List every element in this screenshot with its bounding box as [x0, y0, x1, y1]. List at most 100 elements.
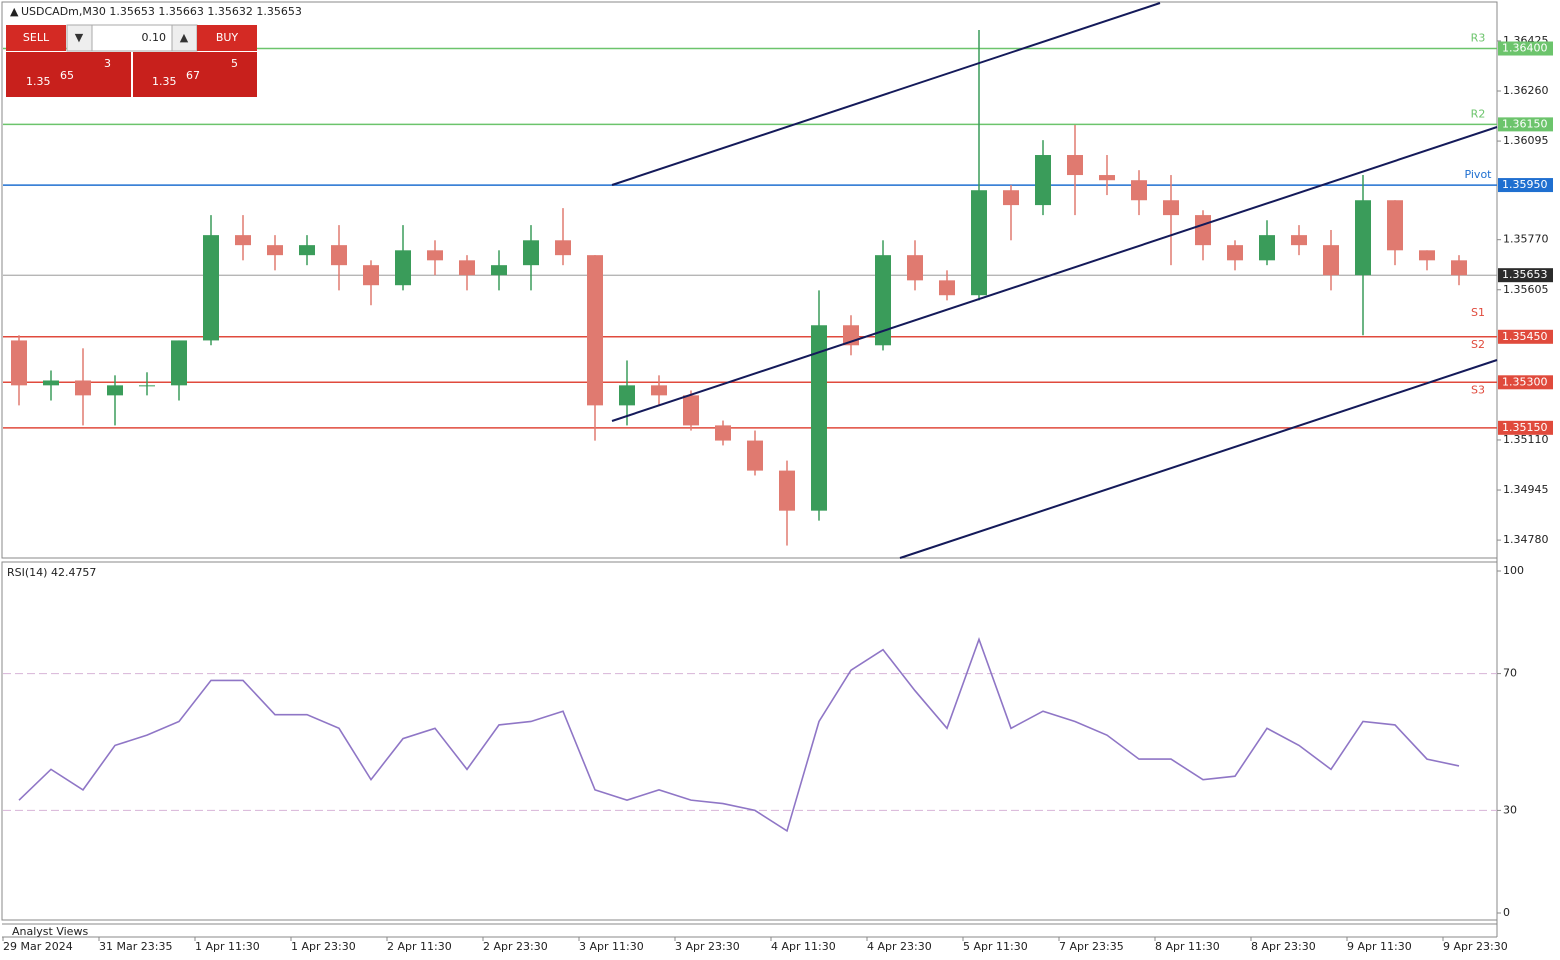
rsi-pane: [1, 561, 1498, 921]
candle-body: [1163, 200, 1179, 216]
x-tick-label: 9 Apr 11:30: [1347, 940, 1412, 953]
sell-label: SELL: [23, 31, 50, 44]
y-tick-label: 70: [1503, 667, 1517, 680]
lot-down[interactable]: [66, 24, 93, 52]
candle-body: [683, 395, 699, 426]
candle-body: [43, 380, 59, 386]
candle-body: [107, 385, 123, 396]
rsi-title: RSI(14) 42.4757: [7, 566, 96, 579]
candle-body: [1067, 155, 1083, 176]
bid-pips: 65: [60, 69, 74, 82]
candle-body: [1387, 200, 1403, 251]
level-badge: [1498, 329, 1553, 344]
bid-box[interactable]: [6, 52, 131, 97]
rsi-line: [18, 637, 1460, 833]
candle-body: [523, 240, 539, 266]
symbol-line: USDCADm,M30 1.35653 1.35663 1.35632 1.35…: [21, 5, 302, 18]
x-tick-label: 1 Apr 23:30: [291, 940, 356, 953]
plot-layer: R3 R2 Pivot S1 S2 S3 RSI(14) 42.4757: [3, 30, 1497, 833]
current-price-label: 1.35653: [1502, 268, 1548, 281]
current-price-badge: [1498, 268, 1553, 283]
channel-line: [611, 126, 1498, 422]
ask-box[interactable]: [133, 52, 257, 97]
y-tick-label: 100: [1503, 564, 1524, 577]
candle-body: [1003, 190, 1019, 206]
candle-body: [747, 440, 763, 471]
x-tick-label: 2 Apr 11:30: [387, 940, 452, 953]
candle-body: [235, 235, 251, 246]
collapse-icon[interactable]: ▲: [10, 5, 19, 18]
level-label: 1.35300: [1502, 375, 1548, 388]
candle-body: [779, 470, 795, 511]
lot-input[interactable]: [91, 24, 173, 52]
level-tag: S3: [1471, 383, 1485, 396]
footer-label: Analyst Views: [12, 925, 88, 938]
x-tick-label: 2 Apr 23:30: [483, 940, 548, 953]
candle-body: [1099, 175, 1115, 181]
candle-body: [1035, 155, 1051, 206]
x-tick-label: 3 Apr 23:30: [675, 940, 740, 953]
channel-line: [899, 359, 1498, 559]
candle-body: [555, 240, 571, 256]
candle-body: [1131, 180, 1147, 201]
y-tick-label: 1.35110: [1503, 433, 1549, 446]
x-tick-label: 4 Apr 23:30: [867, 940, 932, 953]
level-badge: [1498, 178, 1553, 193]
candle-body: [1259, 235, 1275, 261]
candle-body: [75, 380, 91, 396]
y-tick-label: 1.35770: [1503, 233, 1549, 246]
candle-body: [491, 265, 507, 276]
x-tick-label: 29 Mar 2024: [3, 940, 73, 953]
level-label: 1.36400: [1502, 42, 1548, 55]
candle-body: [203, 235, 219, 341]
y-tick-label: 30: [1503, 803, 1517, 816]
level-label: 1.35450: [1502, 330, 1548, 343]
candle-body: [459, 260, 475, 276]
level-tag: R2: [1471, 107, 1486, 120]
candle-body: [171, 340, 187, 386]
candle-body: [1419, 250, 1435, 261]
candle-body: [267, 245, 283, 256]
level-tag: Pivot: [1464, 168, 1492, 181]
channel-lines: [611, 2, 1498, 559]
x-tick-label: 1 Apr 11:30: [195, 940, 260, 953]
level-badge: [1498, 117, 1553, 132]
candle-body: [651, 385, 667, 396]
lot-up[interactable]: [171, 24, 198, 52]
x-tick-label: 8 Apr 11:30: [1155, 940, 1220, 953]
ask-pips: 67: [186, 69, 200, 82]
level-label: 1.36150: [1502, 117, 1548, 130]
x-tick-label: 8 Apr 23:30: [1251, 940, 1316, 953]
lot-up-icon: ▲: [180, 31, 189, 44]
buy-label: BUY: [216, 31, 239, 44]
candle-body: [11, 340, 27, 386]
level-label: 1.35150: [1502, 421, 1548, 434]
candle-body: [139, 385, 155, 387]
trade-panel: SELL ▼ 0.10 ▲ BUY 1.35 65 3 1.35 67 5: [6, 24, 257, 97]
level-tag: S1: [1471, 306, 1485, 319]
bid-frac: 3: [104, 57, 111, 70]
candle-body: [619, 385, 635, 406]
y-tick-label: 1.34945: [1503, 483, 1549, 496]
level-badge: [1498, 41, 1553, 56]
y-tick-label: 0: [1503, 906, 1510, 919]
buy-button[interactable]: [197, 25, 257, 51]
ask-big: 1.35: [152, 75, 177, 88]
candle-body: [1195, 215, 1211, 246]
x-tick-label: 3 Apr 11:30: [579, 940, 644, 953]
candle-body: [331, 245, 347, 266]
level-badge: [1498, 420, 1553, 435]
lot-down-icon: ▼: [75, 31, 84, 44]
x-tick-label: 4 Apr 11:30: [771, 940, 836, 953]
candle-body: [299, 245, 315, 256]
candle-body: [939, 280, 955, 296]
sell-button[interactable]: [6, 25, 66, 51]
candle-body: [1291, 235, 1307, 246]
candle-body: [875, 255, 891, 346]
lot-value: 0.10: [142, 31, 167, 44]
candle-body: [715, 425, 731, 441]
x-tick-label: 5 Apr 11:30: [963, 940, 1028, 953]
ask-frac: 5: [231, 57, 238, 70]
bid-big: 1.35: [26, 75, 51, 88]
y-tick-label: 1.35605: [1503, 283, 1549, 296]
